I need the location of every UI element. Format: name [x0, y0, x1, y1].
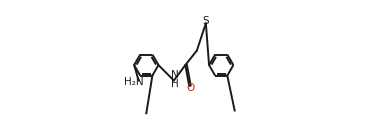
Text: N: N [171, 70, 178, 80]
Text: O: O [186, 83, 195, 93]
Text: H₂N: H₂N [124, 77, 143, 87]
Text: H: H [171, 79, 178, 89]
Text: S: S [202, 15, 209, 26]
